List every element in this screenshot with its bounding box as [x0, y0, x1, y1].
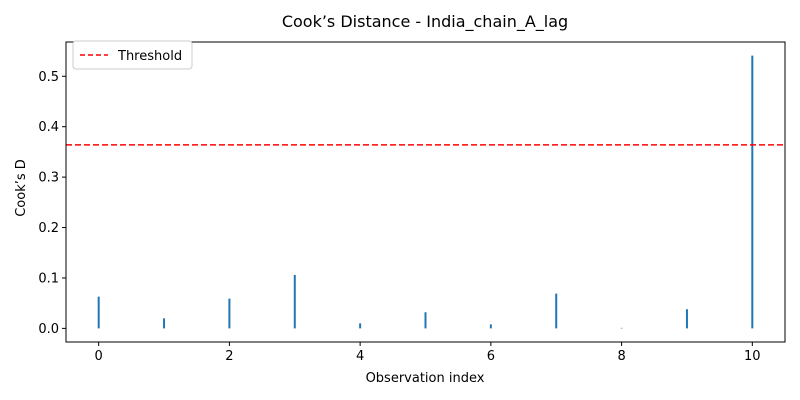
x-tick-label-10: 10: [744, 349, 761, 364]
chart-title: Cook’s Distance - India_chain_A_lag: [282, 12, 568, 32]
x-tick-label-4: 4: [356, 349, 364, 364]
x-tick-label-6: 6: [487, 349, 495, 364]
y-tick-label-4: 0.4: [38, 120, 59, 135]
x-axis-label: Observation index: [366, 371, 485, 386]
stems-group: [97, 55, 754, 329]
x-tick-label-0: 0: [95, 349, 103, 364]
legend-box: [72, 40, 193, 70]
x-ticks: 0 2 4 6 8 10: [95, 342, 761, 364]
y-tick-label-1: 0.1: [38, 271, 59, 286]
y-tick-label-5: 0.5: [38, 70, 59, 85]
y-ticks: 0.0 0.1 0.2 0.3 0.4 0.5: [38, 70, 66, 337]
legend-threshold-label: Threshold: [117, 49, 182, 64]
x-tick-label-2: 2: [225, 349, 233, 364]
y-tick-label-2: 0.2: [38, 221, 59, 236]
plot-frame: [65, 41, 786, 343]
y-axis-label: Cook’s D: [14, 159, 29, 217]
legend: Threshold: [72, 40, 193, 70]
y-tick-label-0: 0.0: [38, 322, 59, 337]
y-tick-label-3: 0.3: [38, 171, 59, 186]
x-tick-label-8: 8: [617, 349, 625, 364]
